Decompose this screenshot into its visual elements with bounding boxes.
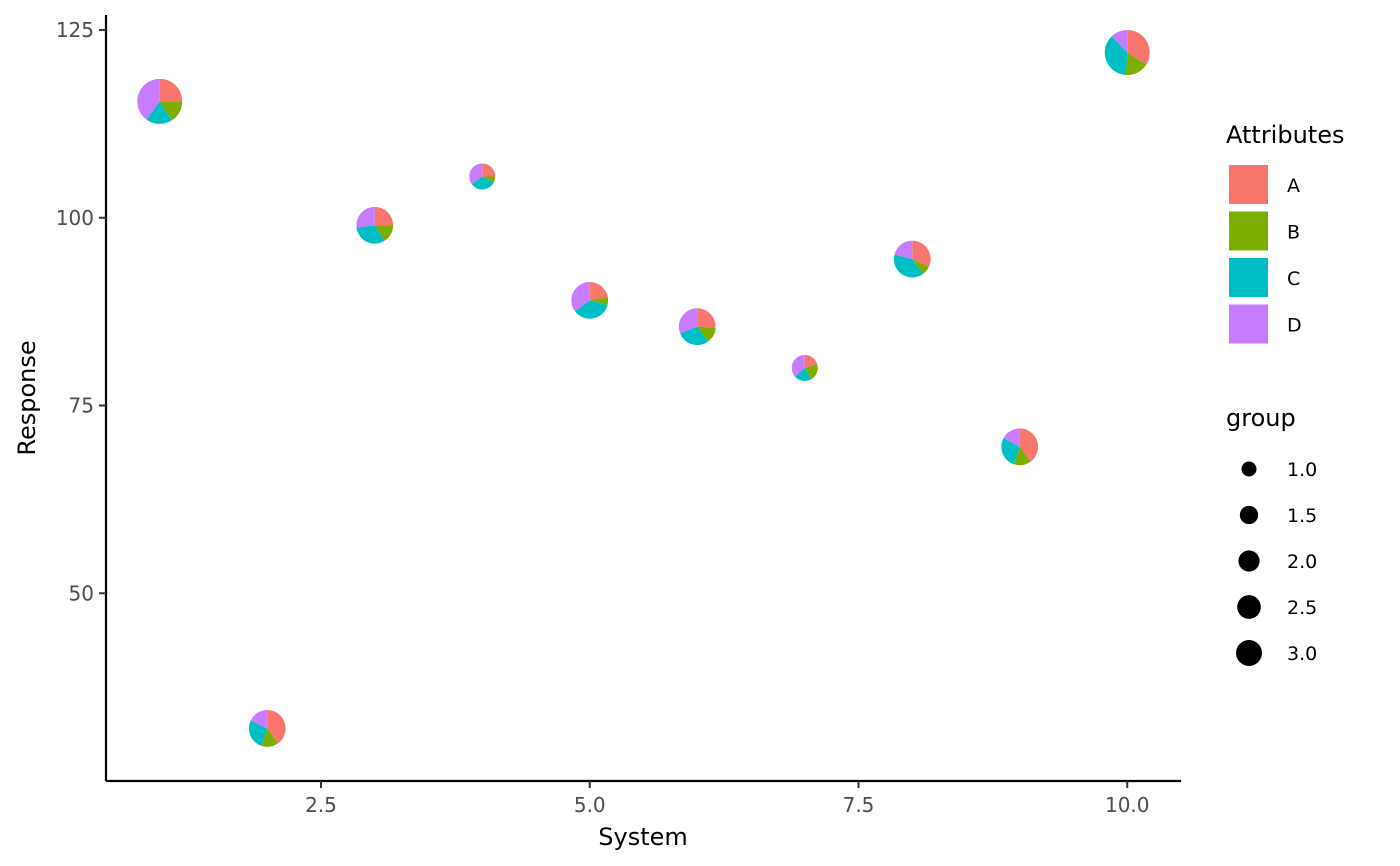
y-axis-title: Response bbox=[13, 340, 41, 455]
pie-slice-c bbox=[146, 101, 172, 124]
pie-slice-b bbox=[589, 296, 609, 305]
pie-slice-d bbox=[137, 78, 160, 120]
group-legend-keys: 1.0 1.5 2.0 2.5 3.0 bbox=[1236, 459, 1317, 666]
pie-slice-b bbox=[912, 259, 929, 274]
pie-slice-c bbox=[248, 720, 268, 746]
pie-slice-b bbox=[1014, 446, 1031, 466]
pie-marker bbox=[356, 206, 394, 244]
pie-slice-d bbox=[356, 206, 375, 228]
y-tick-label: 50 bbox=[69, 581, 94, 605]
pie-slice-d bbox=[571, 281, 590, 312]
pie-slice-c bbox=[471, 176, 494, 190]
pie-slice-b bbox=[159, 101, 183, 121]
x-axis-title: System bbox=[598, 823, 688, 851]
pie-slice-d bbox=[250, 710, 268, 729]
pie-slice-a bbox=[697, 308, 716, 328]
pie-marker bbox=[248, 710, 286, 747]
group-legend-label: 1.0 bbox=[1287, 459, 1317, 481]
group-legend-dot bbox=[1241, 461, 1257, 477]
attributes-legend-key-b bbox=[1229, 211, 1268, 251]
pie-marker bbox=[678, 308, 716, 346]
attributes-legend: Attributes A B C D bbox=[1226, 121, 1344, 344]
y-tick-label: 100 bbox=[56, 206, 94, 230]
pie-slice-b bbox=[804, 363, 818, 380]
pie-slice-c bbox=[1104, 36, 1128, 76]
pie-slice-d bbox=[791, 354, 805, 377]
pie-markers bbox=[137, 30, 1150, 747]
attributes-legend-keys: A B C D bbox=[1229, 165, 1302, 344]
x-tick-label: 5.0 bbox=[574, 793, 606, 817]
pie-slice-d bbox=[894, 240, 913, 260]
x-tick-label: 2.5 bbox=[305, 793, 337, 817]
pie-slice-c bbox=[574, 300, 608, 319]
attributes-legend-label: C bbox=[1287, 268, 1300, 290]
pie-slice-b bbox=[697, 326, 716, 342]
x-tick-label: 7.5 bbox=[843, 793, 875, 817]
pie-slice-d bbox=[469, 163, 483, 185]
pie-marker bbox=[893, 240, 931, 278]
group-legend-dot bbox=[1237, 595, 1261, 619]
y-tick-label: 75 bbox=[69, 394, 94, 418]
group-legend: group 1.0 1.5 2.0 2.5 3.0 bbox=[1226, 404, 1317, 666]
pie-slice-a bbox=[804, 354, 818, 368]
group-legend-title: group bbox=[1226, 404, 1296, 432]
pie-slice-d bbox=[678, 308, 698, 334]
pie-slice-c bbox=[794, 367, 812, 381]
pie-slice-b bbox=[482, 176, 496, 183]
pie-slice-a bbox=[912, 240, 931, 267]
pie-slice-b bbox=[374, 225, 394, 241]
y-ticks: 50 75 100 125 bbox=[56, 18, 106, 605]
attributes-legend-label: B bbox=[1287, 222, 1300, 244]
attributes-legend-key-c bbox=[1229, 258, 1268, 297]
pie-slice-c bbox=[893, 254, 924, 278]
group-legend-dot bbox=[1238, 550, 1260, 572]
axes: 2.5 5.0 7.5 10.0 50 75 100 125 System Response bbox=[13, 15, 1181, 851]
pie-marker bbox=[571, 281, 609, 319]
pie-slice-a bbox=[374, 206, 394, 226]
pie-slice-a bbox=[1019, 428, 1039, 462]
pie-slice-a bbox=[589, 281, 608, 301]
pie-slice-a bbox=[482, 163, 496, 177]
pie-slice-a bbox=[1127, 30, 1150, 65]
pie-slice-a bbox=[159, 78, 183, 102]
attributes-legend-label: A bbox=[1287, 175, 1300, 197]
pie-slice-b bbox=[1125, 52, 1147, 76]
x-ticks: 2.5 5.0 7.5 10.0 bbox=[305, 781, 1150, 817]
attributes-legend-key-d bbox=[1229, 304, 1268, 344]
group-legend-dot bbox=[1239, 505, 1259, 525]
attributes-legend-title: Attributes bbox=[1226, 121, 1344, 149]
pie-slice-b bbox=[261, 728, 279, 747]
group-legend-dot bbox=[1236, 640, 1262, 666]
group-legend-label: 2.5 bbox=[1287, 597, 1317, 619]
pie-marker bbox=[137, 78, 183, 124]
pie-slice-c bbox=[680, 326, 709, 346]
group-legend-label: 3.0 bbox=[1287, 643, 1317, 665]
attributes-legend-key-a bbox=[1229, 165, 1268, 204]
pie-marker bbox=[791, 354, 818, 381]
pie-slice-c bbox=[356, 225, 385, 244]
x-tick-label: 10.0 bbox=[1105, 793, 1150, 817]
pie-slice-a bbox=[267, 710, 286, 744]
pie-slice-c bbox=[1001, 437, 1020, 465]
group-legend-label: 2.0 bbox=[1287, 551, 1317, 573]
pie-marker bbox=[469, 163, 496, 190]
pie-marker bbox=[1001, 428, 1039, 466]
attributes-legend-label: D bbox=[1287, 315, 1302, 337]
y-tick-label: 125 bbox=[56, 18, 94, 42]
pie-slice-d bbox=[1111, 30, 1128, 53]
pie-slice-d bbox=[1003, 428, 1020, 447]
group-legend-label: 1.5 bbox=[1287, 505, 1317, 527]
pie-marker bbox=[1104, 30, 1150, 76]
